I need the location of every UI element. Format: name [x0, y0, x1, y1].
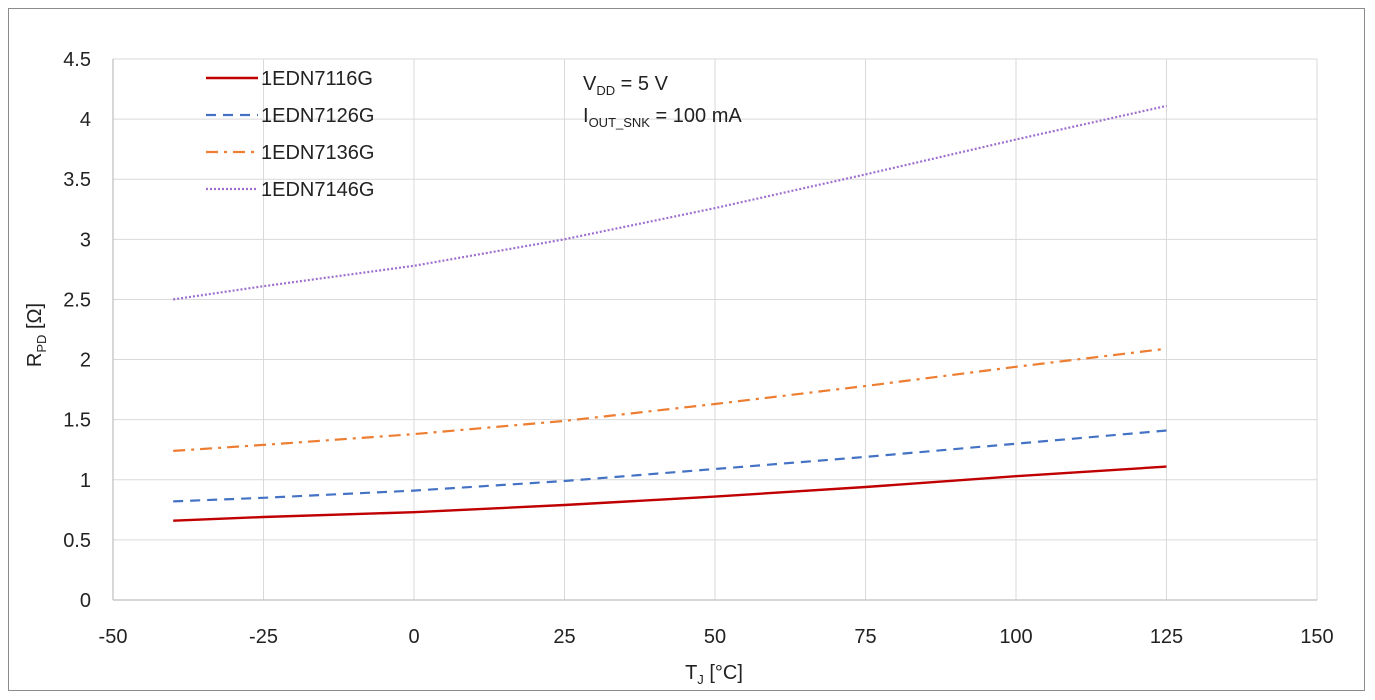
series-line-1edn7146g	[173, 104, 1167, 301]
legend-label-1edn7136g: 1EDN7136G	[261, 142, 374, 164]
annotation-vdd-sub: DD	[596, 83, 615, 98]
legend: 1EDN7116G 1EDN7126G 1EDN7136G 1EDN7146G	[206, 68, 374, 201]
x-tick-label: 50	[704, 626, 726, 648]
y-tick-label: 3	[80, 229, 91, 251]
y-tick-label: 2	[80, 350, 91, 372]
x-tick-label: 150	[1300, 626, 1333, 648]
annotation-iout-sub: OUT_SNK	[589, 115, 651, 130]
y-tick-label: 4	[80, 109, 91, 131]
y-tick-label: 0	[80, 590, 91, 612]
series-lines	[173, 104, 1167, 522]
chart-frame	[8, 8, 1365, 691]
annotation-iout-main: I	[583, 105, 589, 127]
y-axis-title-unit: [Ω]	[24, 303, 46, 335]
y-tick-label: 1.5	[63, 410, 91, 432]
annotation-vdd-main: V	[583, 73, 597, 95]
y-axis-title-sub: PD	[34, 335, 49, 353]
x-axis-title: TJ [°C]	[685, 662, 743, 687]
legend-label-1edn7146g: 1EDN7146G	[261, 179, 374, 201]
x-tick-label: 100	[999, 626, 1032, 648]
y-axis-title-main: R	[24, 353, 46, 367]
legend-label-1edn7116g: 1EDN7116G	[261, 68, 373, 90]
annotation-vdd: VDD = 5 V	[583, 73, 669, 98]
annotation-iout-rest: = 100 mA	[650, 105, 742, 127]
x-tick-label: -25	[249, 626, 278, 648]
y-tick-label: 4.5	[63, 49, 91, 71]
x-axis-title-main: T	[685, 662, 697, 684]
legend-label-1edn7126g: 1EDN7126G	[261, 105, 374, 127]
grid	[113, 58, 1318, 600]
series-line-1edn7116g	[173, 465, 1167, 522]
x-tick-label: 0	[408, 626, 419, 648]
x-tick-label: 125	[1150, 626, 1183, 648]
x-tick-label: -50	[99, 626, 128, 648]
y-tick-label: 3.5	[63, 169, 91, 191]
y-tick-label: 1	[80, 470, 91, 492]
series-line-1edn7126g	[173, 429, 1167, 503]
y-tick-labels: 0 0.5 1 1.5 2 2.5 3 3.5 4 4.5	[63, 49, 91, 612]
series-line-1edn7136g	[173, 347, 1167, 452]
x-axis-title-unit: [°C]	[704, 662, 743, 684]
y-tick-label: 2.5	[63, 289, 91, 311]
axes	[112, 59, 1317, 601]
x-tick-label: 25	[553, 626, 575, 648]
x-axis-title-sub: J	[697, 672, 704, 687]
y-tick-label: 0.5	[63, 530, 91, 552]
x-tick-label: 75	[854, 626, 876, 648]
annotation-iout: IOUT_SNK = 100 mA	[583, 105, 742, 130]
x-tick-labels: -50 -25 0 25 50 75 100 125 150	[99, 626, 1334, 648]
y-axis-title: RPD [Ω]	[24, 303, 49, 367]
annotation-vdd-rest: = 5 V	[615, 73, 668, 95]
